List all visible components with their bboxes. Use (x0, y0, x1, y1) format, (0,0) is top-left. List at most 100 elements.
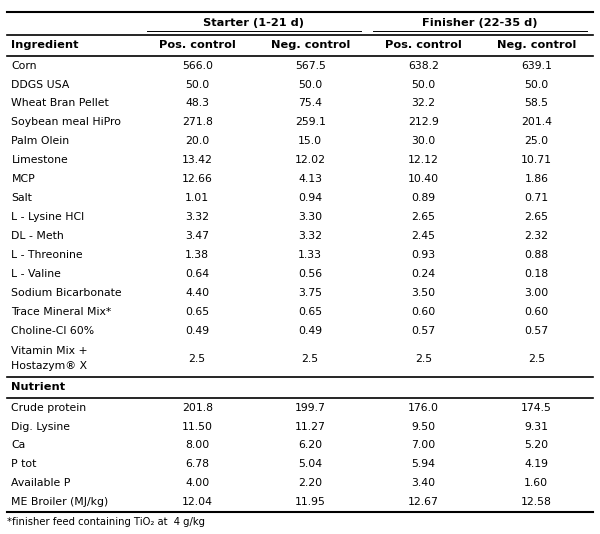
Text: 13.42: 13.42 (182, 155, 212, 166)
Text: 0.56: 0.56 (298, 269, 322, 279)
Text: Pos. control: Pos. control (159, 41, 236, 50)
Text: 0.49: 0.49 (185, 326, 209, 336)
Text: 9.31: 9.31 (524, 421, 548, 431)
Text: 15.0: 15.0 (298, 136, 322, 146)
Text: 12.02: 12.02 (295, 155, 326, 166)
Text: 3.00: 3.00 (524, 288, 548, 298)
Text: Choline-Cl 60%: Choline-Cl 60% (11, 326, 95, 336)
Text: 174.5: 174.5 (521, 403, 552, 413)
Text: 3.50: 3.50 (411, 288, 436, 298)
Text: Sodium Bicarbonate: Sodium Bicarbonate (11, 288, 122, 298)
Text: 567.5: 567.5 (295, 60, 326, 70)
Text: 32.2: 32.2 (411, 98, 435, 108)
Text: 0.64: 0.64 (185, 269, 209, 279)
Text: 7.00: 7.00 (411, 441, 436, 451)
Text: 271.8: 271.8 (182, 117, 212, 128)
Text: 30.0: 30.0 (411, 136, 436, 146)
Text: Trace Mineral Mix*: Trace Mineral Mix* (11, 307, 112, 317)
Text: Vitamin Mix +: Vitamin Mix + (11, 347, 88, 356)
Text: 12.04: 12.04 (182, 497, 213, 507)
Text: 0.24: 0.24 (411, 269, 436, 279)
Text: 0.65: 0.65 (185, 307, 209, 317)
Text: 5.94: 5.94 (411, 459, 435, 469)
Text: 58.5: 58.5 (524, 98, 548, 108)
Text: 2.20: 2.20 (298, 478, 322, 489)
Text: L - Threonine: L - Threonine (11, 250, 83, 260)
Text: 1.01: 1.01 (185, 193, 209, 203)
Text: 11.27: 11.27 (295, 421, 326, 431)
Text: Available P: Available P (11, 478, 71, 489)
Text: 1.33: 1.33 (298, 250, 322, 260)
Text: Ca: Ca (11, 441, 26, 451)
Text: 639.1: 639.1 (521, 60, 552, 70)
Text: Neg. control: Neg. control (271, 41, 350, 50)
Text: 6.78: 6.78 (185, 459, 209, 469)
Text: 212.9: 212.9 (408, 117, 439, 128)
Text: 20.0: 20.0 (185, 136, 209, 146)
Text: DL - Meth: DL - Meth (11, 231, 64, 241)
Text: 2.5: 2.5 (528, 354, 545, 364)
Text: 12.58: 12.58 (521, 497, 552, 507)
Text: 0.49: 0.49 (298, 326, 322, 336)
Text: Nutrient: Nutrient (11, 382, 65, 392)
Text: P tot: P tot (11, 459, 37, 469)
Text: 0.18: 0.18 (524, 269, 548, 279)
Text: Corn: Corn (11, 60, 37, 70)
Text: 201.4: 201.4 (521, 117, 552, 128)
Text: 4.40: 4.40 (185, 288, 209, 298)
Text: 0.57: 0.57 (524, 326, 548, 336)
Text: 1.38: 1.38 (185, 250, 209, 260)
Text: Hostazym® X: Hostazym® X (11, 361, 88, 371)
Text: 0.65: 0.65 (298, 307, 322, 317)
Text: 1.60: 1.60 (524, 478, 548, 489)
Text: DDGS USA: DDGS USA (11, 80, 70, 90)
Text: 50.0: 50.0 (185, 80, 209, 90)
Text: Pos. control: Pos. control (385, 41, 462, 50)
Text: 4.13: 4.13 (298, 174, 322, 184)
Text: 259.1: 259.1 (295, 117, 326, 128)
Text: 2.32: 2.32 (524, 231, 548, 241)
Text: Starter (1-21 d): Starter (1-21 d) (203, 18, 304, 28)
Text: 0.93: 0.93 (411, 250, 436, 260)
Text: 9.50: 9.50 (411, 421, 436, 431)
Text: 12.67: 12.67 (408, 497, 439, 507)
Text: 8.00: 8.00 (185, 441, 209, 451)
Text: 199.7: 199.7 (295, 403, 326, 413)
Text: 2.5: 2.5 (415, 354, 432, 364)
Text: 1.86: 1.86 (524, 174, 548, 184)
Text: 0.60: 0.60 (411, 307, 436, 317)
Text: Dig. Lysine: Dig. Lysine (11, 421, 70, 431)
Text: Limestone: Limestone (11, 155, 68, 166)
Text: MCP: MCP (11, 174, 35, 184)
Text: 3.30: 3.30 (298, 212, 322, 222)
Text: 10.40: 10.40 (408, 174, 439, 184)
Text: Neg. control: Neg. control (497, 41, 576, 50)
Text: 6.20: 6.20 (298, 441, 322, 451)
Text: Palm Olein: Palm Olein (11, 136, 70, 146)
Text: 0.60: 0.60 (524, 307, 548, 317)
Text: 0.57: 0.57 (411, 326, 436, 336)
Text: 3.40: 3.40 (411, 478, 436, 489)
Text: 50.0: 50.0 (524, 80, 548, 90)
Text: 3.32: 3.32 (298, 231, 322, 241)
Text: 0.71: 0.71 (524, 193, 548, 203)
Text: 201.8: 201.8 (182, 403, 213, 413)
Text: 10.71: 10.71 (521, 155, 552, 166)
Text: Finisher (22-35 d): Finisher (22-35 d) (422, 18, 538, 28)
Text: 11.50: 11.50 (182, 421, 213, 431)
Text: *finisher feed containing TiO₂ at  4 g/kg: *finisher feed containing TiO₂ at 4 g/kg (7, 517, 205, 527)
Text: 2.5: 2.5 (188, 354, 206, 364)
Text: Soybean meal HiPro: Soybean meal HiPro (11, 117, 121, 128)
Text: 0.94: 0.94 (298, 193, 322, 203)
Text: 638.2: 638.2 (408, 60, 439, 70)
Text: 75.4: 75.4 (298, 98, 322, 108)
Text: 50.0: 50.0 (298, 80, 322, 90)
Text: 50.0: 50.0 (411, 80, 436, 90)
Text: 5.04: 5.04 (298, 459, 322, 469)
Text: 566.0: 566.0 (182, 60, 213, 70)
Text: 11.95: 11.95 (295, 497, 326, 507)
Text: 12.66: 12.66 (182, 174, 212, 184)
Text: 4.00: 4.00 (185, 478, 209, 489)
Text: 2.5: 2.5 (302, 354, 319, 364)
Text: 2.65: 2.65 (524, 212, 548, 222)
